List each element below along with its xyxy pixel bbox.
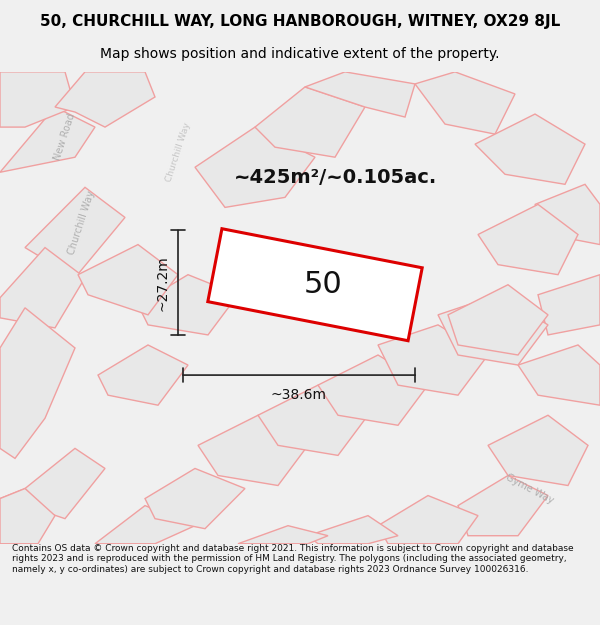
Polygon shape	[238, 526, 328, 544]
Text: 50, CHURCHILL WAY, LONG HANBOROUGH, WITNEY, OX29 8JL: 50, CHURCHILL WAY, LONG HANBOROUGH, WITN…	[40, 14, 560, 29]
Polygon shape	[78, 244, 178, 315]
Polygon shape	[0, 489, 55, 544]
Text: ~425m²/~0.105ac.: ~425m²/~0.105ac.	[233, 168, 437, 187]
Polygon shape	[378, 496, 478, 544]
Polygon shape	[208, 229, 422, 341]
Polygon shape	[308, 516, 398, 544]
Polygon shape	[518, 345, 600, 405]
Polygon shape	[488, 415, 588, 486]
Polygon shape	[448, 285, 548, 355]
Polygon shape	[255, 87, 365, 158]
Text: Contains OS data © Crown copyright and database right 2021. This information is : Contains OS data © Crown copyright and d…	[12, 544, 574, 574]
Polygon shape	[98, 345, 188, 405]
Text: ~27.2m: ~27.2m	[155, 255, 169, 311]
Text: Churchill Way: Churchill Way	[67, 189, 97, 256]
Polygon shape	[95, 506, 195, 544]
Polygon shape	[138, 274, 238, 335]
Polygon shape	[438, 295, 548, 365]
Polygon shape	[415, 72, 515, 134]
Polygon shape	[538, 274, 600, 335]
Polygon shape	[0, 72, 75, 127]
Polygon shape	[258, 385, 368, 456]
Polygon shape	[0, 248, 85, 328]
Text: Churchill Way: Churchill Way	[164, 121, 192, 183]
Polygon shape	[305, 72, 415, 117]
Polygon shape	[0, 308, 75, 458]
Polygon shape	[0, 489, 45, 539]
Polygon shape	[458, 476, 548, 536]
Text: Map shows position and indicative extent of the property.: Map shows position and indicative extent…	[100, 47, 500, 61]
Polygon shape	[25, 448, 105, 519]
Text: 50: 50	[304, 270, 343, 299]
Polygon shape	[195, 127, 315, 208]
Polygon shape	[0, 107, 95, 172]
Text: ~38.6m: ~38.6m	[271, 388, 327, 402]
Polygon shape	[145, 469, 245, 529]
Polygon shape	[25, 188, 125, 278]
Polygon shape	[378, 325, 488, 395]
Text: Gyme Way: Gyme Way	[505, 472, 556, 505]
Polygon shape	[55, 72, 155, 127]
Text: New Road: New Road	[53, 112, 77, 162]
Polygon shape	[535, 184, 600, 244]
Polygon shape	[478, 204, 578, 274]
Polygon shape	[318, 355, 428, 425]
Polygon shape	[198, 415, 308, 486]
Polygon shape	[475, 114, 585, 184]
